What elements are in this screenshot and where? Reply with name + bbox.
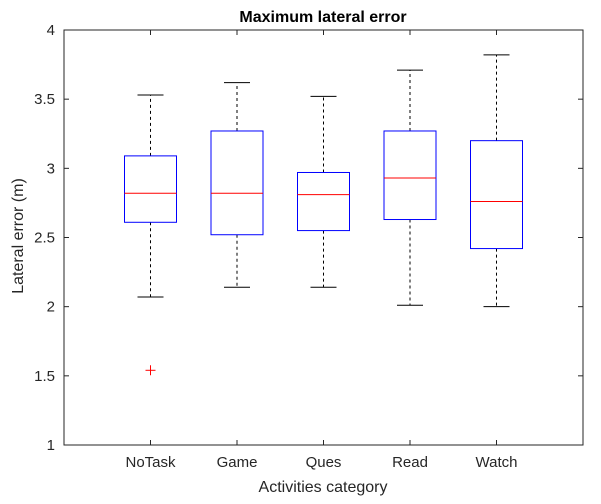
plot-area: 1 1.5 2 2.5 3 3.5 4 NoTask Game Ques Read Watch xyxy=(34,22,584,471)
y-tick-label: 3 xyxy=(47,160,55,177)
y-tick-label: 1.5 xyxy=(34,368,55,385)
y-tick-label: 1 xyxy=(47,437,55,454)
iqr-box xyxy=(210,130,264,236)
iqr-box xyxy=(124,155,177,223)
chart-title: Maximum lateral error xyxy=(239,9,406,26)
box-watch xyxy=(470,54,523,308)
y-tick-label: 2 xyxy=(47,299,55,316)
box-read xyxy=(383,69,437,306)
x-tick-label: Game xyxy=(217,454,258,471)
iqr-box xyxy=(383,130,437,221)
iqr-box xyxy=(297,171,350,232)
box-notask xyxy=(124,94,177,376)
box-game xyxy=(210,82,264,288)
x-tick-label: Ques xyxy=(306,454,342,471)
x-tick-label: Watch xyxy=(476,454,518,471)
y-axis-label: Lateral error (m) xyxy=(10,178,27,294)
y-tick-label: 3.5 xyxy=(34,91,55,108)
y-tick-label: 2.5 xyxy=(34,230,55,247)
box-ques xyxy=(297,95,350,288)
iqr-box xyxy=(470,140,523,250)
y-tick-label: 4 xyxy=(47,22,55,39)
x-tick-label: NoTask xyxy=(125,454,176,471)
x-tick-label: Read xyxy=(392,454,428,471)
x-axis-label: Activities category xyxy=(259,479,388,496)
